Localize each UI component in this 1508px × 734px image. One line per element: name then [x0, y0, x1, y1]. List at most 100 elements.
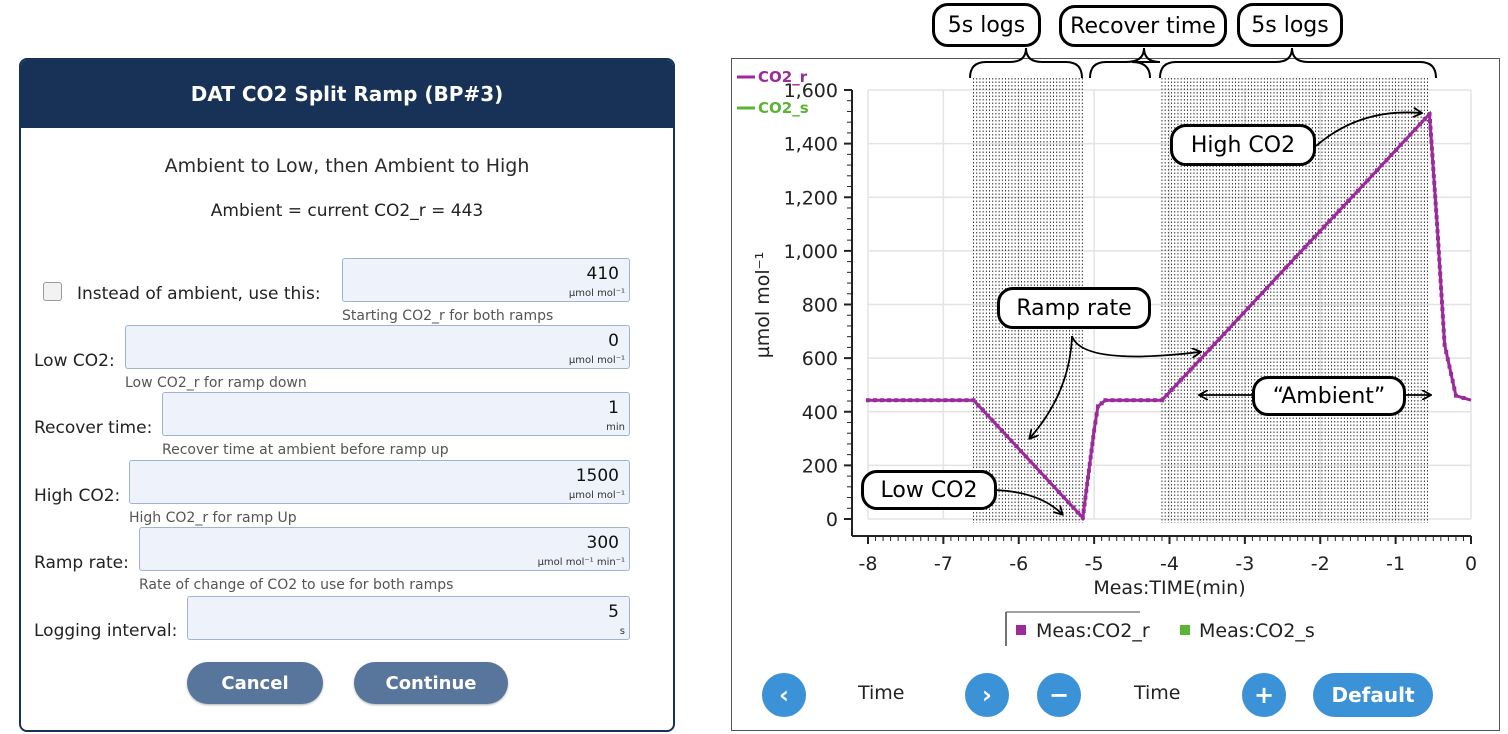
data-point [1445, 357, 1450, 362]
data-point [1428, 119, 1433, 124]
data-point [1084, 488, 1089, 493]
data-point [1087, 462, 1092, 467]
data-point [1431, 173, 1436, 178]
dialog-subtitle: Ambient to Low, then Ambient to High [164, 155, 530, 177]
x-tick-label: -8 [859, 553, 878, 575]
data-point [1183, 372, 1188, 377]
data-point [1303, 244, 1308, 249]
continue-button[interactable]: Continue [354, 662, 508, 704]
logging-interval-input[interactable]: 5 s [187, 596, 630, 640]
data-point [1444, 349, 1449, 354]
recover-time-input[interactable]: 1 min [162, 392, 630, 436]
x-tick-label: -2 [1311, 553, 1330, 575]
data-point [1080, 515, 1085, 520]
data-point [1207, 347, 1212, 352]
default-button[interactable]: Default [1313, 673, 1433, 717]
data-point [1091, 435, 1096, 440]
data-point [1019, 449, 1024, 454]
data-point [1179, 377, 1184, 382]
data-point [901, 398, 906, 403]
data-point [1145, 398, 1150, 403]
custom-ambient-input[interactable]: 410 µmol mol⁻¹ [342, 258, 630, 302]
callout-5s-logs-2: 5s logs [1237, 3, 1343, 47]
legend-bottom-co2-r: Meas:CO2_r [1036, 620, 1150, 642]
x-tick-label: -1 [1386, 553, 1405, 575]
data-point [1095, 404, 1100, 409]
data-point [873, 398, 878, 403]
data-point [1057, 490, 1062, 495]
data-point [1222, 331, 1227, 336]
data-point [1085, 482, 1090, 487]
y-axis-label: µmol mol⁻¹ [752, 252, 774, 359]
data-point [1159, 398, 1164, 403]
data-point [1398, 142, 1403, 147]
data-point [1438, 278, 1443, 283]
data-point [1312, 234, 1317, 239]
data-point [1089, 448, 1094, 453]
minus-icon[interactable]: − [1037, 673, 1081, 717]
data-point [1449, 371, 1454, 376]
data-point [1341, 204, 1346, 209]
data-point [1394, 147, 1399, 152]
ramp-rate-hint: Rate of change of CO2 to use for both ra… [139, 577, 454, 593]
data-point [1217, 336, 1222, 341]
data-point [1103, 398, 1108, 403]
x-axis-label: Meas:TIME(min) [1093, 577, 1245, 599]
x-tick-label: -5 [1085, 553, 1104, 575]
data-point [1000, 428, 1005, 433]
data-point [1432, 180, 1437, 185]
data-point [1317, 229, 1322, 234]
chevron-left-icon[interactable]: ‹ [762, 673, 806, 717]
x-tick-label: -7 [934, 553, 953, 575]
data-point [981, 408, 986, 413]
data-point [1428, 132, 1433, 137]
data-point [1453, 393, 1458, 398]
low-co2-input[interactable]: 0 µmol mol⁻¹ [125, 325, 630, 369]
low-co2-value: 0 [608, 331, 619, 351]
ramp-rate-input[interactable]: 300 µmol mol⁻¹ min⁻¹ [139, 527, 630, 571]
data-point [1082, 502, 1087, 507]
data-point [1110, 398, 1115, 403]
data-point [1417, 122, 1422, 127]
data-point [1408, 132, 1413, 137]
data-point [950, 398, 955, 403]
data-point [1441, 321, 1446, 326]
plus-icon[interactable]: + [1242, 673, 1286, 717]
data-point [1308, 239, 1313, 244]
data-point [1279, 270, 1284, 275]
recover-time-value: 1 [608, 398, 619, 418]
recover-time-unit: min [606, 422, 625, 433]
data-point [1336, 209, 1341, 214]
custom-ambient-hint: Starting CO2_r for both ramps [342, 308, 554, 324]
data-point [880, 398, 885, 403]
data-point [1351, 193, 1356, 198]
data-point [1434, 208, 1439, 213]
data-point [1009, 439, 1014, 444]
y-tick-label: 800 [802, 295, 838, 317]
ramp-rate-label: Ramp rate: [34, 553, 129, 573]
data-point [1164, 393, 1169, 398]
data-point [1131, 398, 1136, 403]
data-point [1428, 125, 1433, 130]
data-point [1374, 168, 1379, 173]
data-point [1092, 428, 1097, 433]
y-tick-label: 400 [802, 402, 838, 424]
data-point [1099, 401, 1104, 406]
data-point [1047, 479, 1052, 484]
data-point [1245, 306, 1250, 311]
data-point [1429, 146, 1434, 151]
data-point [1293, 255, 1298, 260]
data-point [1441, 328, 1446, 333]
data-point [1435, 222, 1440, 227]
data-point [908, 398, 913, 403]
cancel-button[interactable]: Cancel [187, 662, 323, 704]
data-point [1188, 367, 1193, 372]
data-point [1042, 474, 1047, 479]
data-point [976, 403, 981, 408]
callout-5s-logs-1: 5s logs [932, 3, 1041, 47]
high-co2-input[interactable]: 1500 µmol mol⁻¹ [129, 460, 630, 504]
chevron-right-icon[interactable]: › [965, 673, 1009, 717]
x-tick-label: -3 [1235, 553, 1254, 575]
use-custom-ambient-checkbox[interactable] [43, 282, 62, 301]
data-point [1434, 215, 1439, 220]
